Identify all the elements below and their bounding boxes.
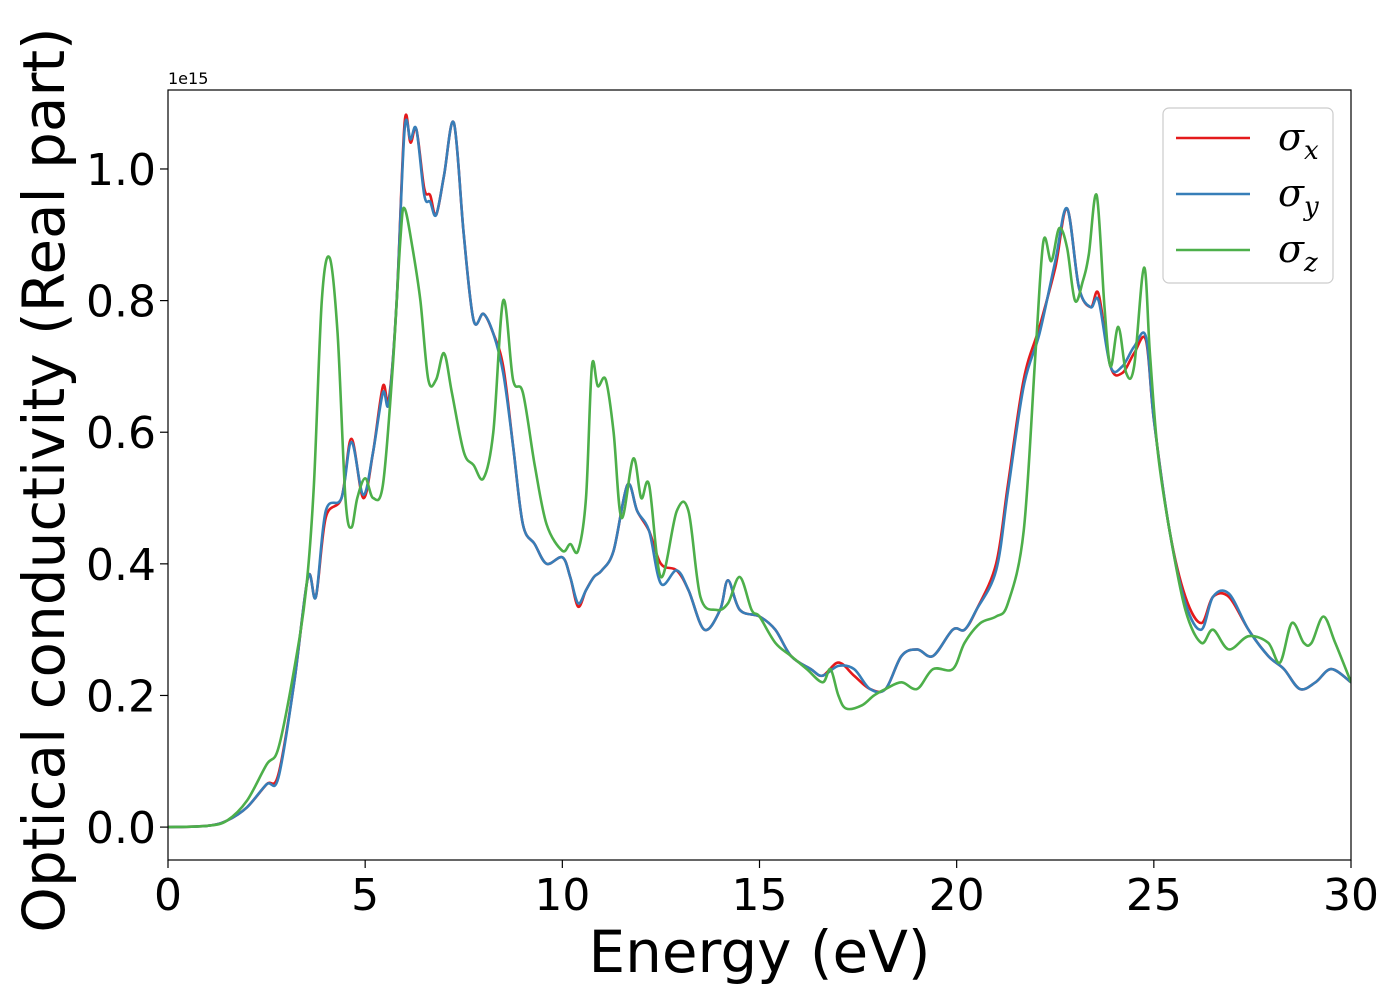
- x-tick-label: 30: [1323, 870, 1379, 921]
- y-axis-ticks: 0.0 0.2 0.4 0.6 0.8 1.0: [86, 145, 168, 854]
- y-tick-label: 0.2: [86, 671, 156, 722]
- x-tick-label: 0: [154, 870, 182, 921]
- series-line-sigma-y: [168, 118, 1351, 829]
- legend-entry-sigma-y: σy: [1278, 171, 1319, 222]
- x-tick-label: 25: [1126, 870, 1182, 921]
- series-line-sigma-z: [168, 193, 1351, 829]
- x-axis-ticks: 0 5 10 15 20 25 30: [154, 860, 1379, 921]
- y-tick-label: 0.6: [86, 408, 156, 459]
- y-tick-label: 0.0: [86, 803, 156, 854]
- x-tick-label: 5: [351, 870, 379, 921]
- y-axis-label: Optical conductivity (Real part): [10, 27, 78, 932]
- x-axis-label: Energy (eV): [588, 918, 930, 986]
- y-tick-label: 0.4: [86, 540, 156, 591]
- y-tick-label: 0.8: [86, 277, 156, 328]
- x-tick-label: 20: [929, 870, 985, 921]
- series-layer: [168, 113, 1351, 829]
- legend-entry-sigma-x: σx: [1278, 115, 1319, 166]
- x-tick-label: 15: [732, 870, 788, 921]
- legend-box: [1162, 107, 1334, 284]
- x-tick-label: 10: [534, 870, 590, 921]
- y-tick-label: 1.0: [86, 145, 156, 196]
- legend-entry-sigma-z: σz: [1278, 227, 1318, 278]
- y-offset-label: 1e15: [168, 69, 208, 88]
